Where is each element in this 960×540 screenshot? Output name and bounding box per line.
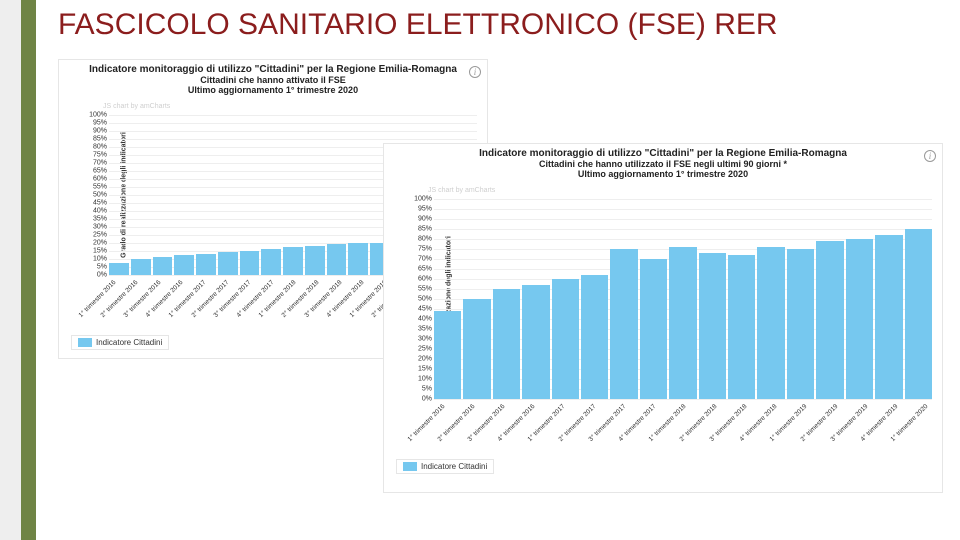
y-tick: 35%	[418, 325, 432, 332]
bar	[153, 257, 173, 275]
y-tick: 50%	[93, 191, 107, 198]
chart-right-xticks: 1° trimestre 20162° trimestre 20163° tri…	[426, 399, 940, 455]
legend-swatch	[403, 462, 417, 471]
y-tick: 100%	[414, 195, 432, 202]
bar	[240, 251, 260, 275]
bar	[174, 255, 194, 274]
y-tick: 90%	[418, 215, 432, 222]
legend-swatch	[78, 338, 92, 347]
bar	[640, 259, 667, 399]
bar	[610, 249, 637, 399]
chart-right-bars	[434, 199, 932, 399]
y-tick: 65%	[93, 167, 107, 174]
y-tick: 65%	[418, 265, 432, 272]
y-tick: 100%	[89, 111, 107, 118]
bar	[196, 254, 216, 275]
bar	[552, 279, 579, 399]
chart-right-title-note: Ultimo aggiornamento 1° trimestre 2020	[408, 169, 918, 179]
y-tick: 10%	[418, 375, 432, 382]
y-tick: 10%	[93, 255, 107, 262]
y-tick: 70%	[93, 159, 107, 166]
y-tick: 80%	[93, 143, 107, 150]
slide-content: FASCICOLO SANITARIO ELETTRONICO (FSE) RE…	[58, 8, 952, 532]
y-tick: 5%	[422, 385, 432, 392]
bar	[305, 246, 325, 275]
y-tick: 50%	[418, 295, 432, 302]
bar	[261, 249, 281, 275]
bar	[669, 247, 696, 399]
info-icon[interactable]: i	[924, 150, 936, 162]
bar	[218, 252, 238, 274]
y-tick: 15%	[418, 365, 432, 372]
y-tick: 20%	[93, 239, 107, 246]
chart-left-title-main: Indicatore monitoraggio di utilizzo "Cit…	[83, 64, 463, 75]
bar	[131, 259, 151, 275]
chart-right: i Indicatore monitoraggio di utilizzo "C…	[383, 143, 943, 493]
y-tick: 60%	[418, 275, 432, 282]
y-tick: 15%	[93, 247, 107, 254]
y-tick: 75%	[418, 245, 432, 252]
slide-title: FASCICOLO SANITARIO ELETTRONICO (FSE) RE…	[58, 8, 952, 43]
chart-left-titles: i Indicatore monitoraggio di utilizzo "C…	[59, 60, 487, 95]
y-tick: 95%	[93, 119, 107, 126]
bar	[434, 311, 461, 399]
chart-right-yticks: 0%5%10%15%20%25%30%35%40%45%50%55%60%65%…	[406, 199, 432, 399]
bar	[787, 249, 814, 399]
bar	[283, 247, 303, 274]
bar	[757, 247, 784, 399]
y-tick: 20%	[418, 355, 432, 362]
slide-accent-stripe	[0, 0, 36, 540]
y-tick: 40%	[418, 315, 432, 322]
y-tick: 85%	[93, 135, 107, 142]
y-tick: 30%	[93, 223, 107, 230]
y-tick: 40%	[93, 207, 107, 214]
chart-right-title-sub: Cittadini che hanno utilizzato il FSE ne…	[408, 159, 918, 169]
bar	[327, 244, 347, 274]
y-tick: 85%	[418, 225, 432, 232]
y-tick: 55%	[418, 285, 432, 292]
bar	[699, 253, 726, 399]
bar	[493, 289, 520, 399]
bar	[875, 235, 902, 399]
bar	[905, 229, 932, 399]
y-tick: 95%	[418, 205, 432, 212]
chart-right-plot: Grado di realizzazione degli indicatori …	[392, 199, 934, 399]
y-tick: 25%	[93, 231, 107, 238]
charts-container: i Indicatore monitoraggio di utilizzo "C…	[58, 51, 938, 491]
bar	[463, 299, 490, 399]
chart-left-title-sub: Cittadini che hanno attivato il FSE	[83, 75, 463, 85]
stripe-light	[0, 0, 21, 540]
chart-left-title-note: Ultimo aggiornamento 1° trimestre 2020	[83, 85, 463, 95]
y-tick: 55%	[93, 183, 107, 190]
chart-right-titles: i Indicatore monitoraggio di utilizzo "C…	[384, 144, 942, 179]
y-tick: 25%	[418, 345, 432, 352]
bar	[522, 285, 549, 399]
chart-right-title-main: Indicatore monitoraggio di utilizzo "Cit…	[408, 148, 918, 159]
info-icon[interactable]: i	[469, 66, 481, 78]
y-tick: 5%	[97, 263, 107, 270]
bar	[816, 241, 843, 399]
y-tick: 70%	[418, 255, 432, 262]
y-tick: 30%	[418, 335, 432, 342]
y-tick: 80%	[418, 235, 432, 242]
chart-left-watermark: JS chart by amCharts	[103, 103, 170, 110]
bar	[728, 255, 755, 399]
bar	[846, 239, 873, 399]
y-tick: 60%	[93, 175, 107, 182]
bar	[581, 275, 608, 399]
y-tick: 75%	[93, 151, 107, 158]
chart-right-watermark: JS chart by amCharts	[428, 187, 495, 194]
chart-left-yticks: 0%5%10%15%20%25%30%35%40%45%50%55%60%65%…	[81, 115, 107, 275]
bar	[348, 243, 368, 275]
y-tick: 45%	[418, 305, 432, 312]
y-tick: 45%	[93, 199, 107, 206]
y-tick: 35%	[93, 215, 107, 222]
stripe-green	[21, 0, 36, 540]
y-tick: 90%	[93, 127, 107, 134]
bar	[109, 263, 129, 274]
